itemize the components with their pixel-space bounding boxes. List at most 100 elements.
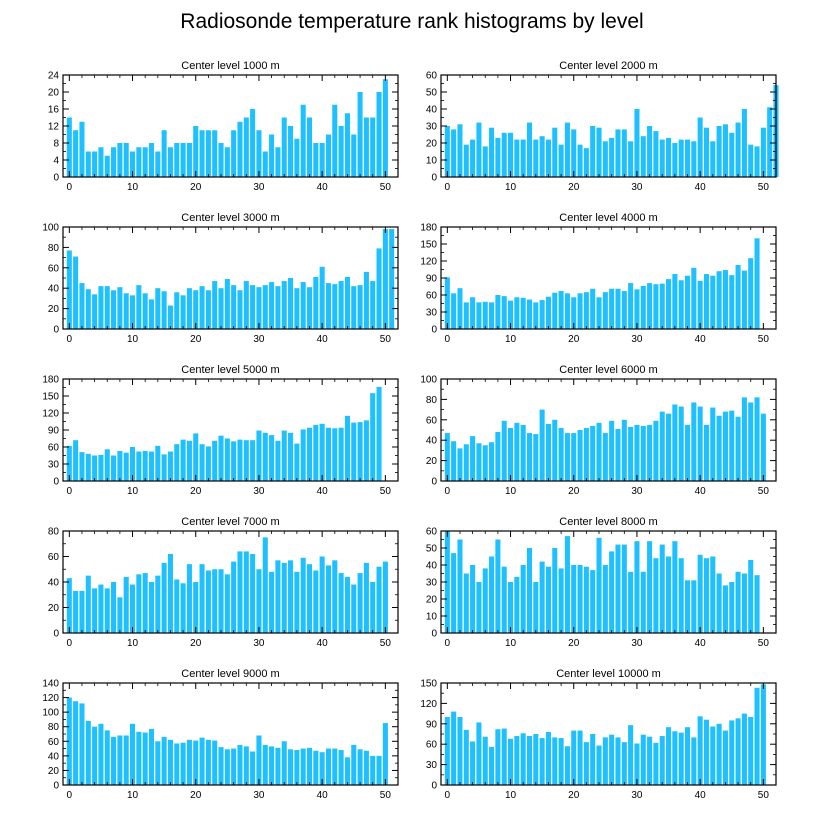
histogram-bar (363, 420, 369, 481)
histogram-bar (199, 286, 205, 329)
x-tick-label: 10 (127, 790, 139, 801)
histogram-bar (748, 258, 754, 329)
histogram-bar (205, 739, 211, 785)
histogram-bar (313, 570, 319, 633)
histogram-bar (703, 274, 709, 329)
histogram-bar (539, 300, 545, 329)
histogram-bar (231, 285, 237, 329)
y-tick-label: 16 (48, 105, 60, 116)
histogram-bar (628, 141, 634, 177)
histogram-bar (754, 575, 760, 633)
histogram-bar (628, 283, 634, 329)
y-tick-label: 40 (48, 751, 60, 762)
histogram-bar (571, 433, 577, 481)
histogram-bar (357, 285, 363, 329)
histogram-bar (659, 139, 665, 177)
histogram-bar (269, 435, 275, 481)
y-tick-label: 40 (426, 561, 438, 572)
histogram-bar (741, 573, 747, 633)
histogram-bar (520, 424, 526, 481)
x-tick-label: 0 (445, 638, 451, 649)
histogram-bar (205, 446, 211, 481)
y-tick-label: 40 (426, 105, 438, 116)
histogram-bar (716, 415, 722, 481)
histogram-bar (545, 296, 551, 329)
histogram-bar (697, 406, 703, 481)
y-tick-label: 0 (431, 477, 437, 488)
histogram-bar (489, 442, 495, 481)
histogram-bar (376, 755, 382, 785)
histogram-bar (609, 551, 615, 633)
histogram-bar (722, 585, 728, 633)
histogram-bar (571, 129, 577, 177)
histogram-bar (351, 584, 357, 633)
histogram-bar (142, 147, 148, 177)
y-tick-label: 120 (42, 409, 59, 420)
histogram-bar (66, 578, 72, 633)
histogram-bar (262, 285, 268, 329)
histogram-bar (609, 420, 615, 481)
histogram-bar (338, 281, 344, 329)
histogram-bar (224, 438, 230, 481)
histogram-bar (332, 428, 338, 481)
histogram-bar (325, 565, 331, 633)
histogram-bar (526, 736, 533, 785)
histogram-bar (653, 742, 659, 785)
x-tick-label: 20 (190, 182, 202, 193)
histogram-bar (376, 566, 382, 633)
y-tick-label: 180 (420, 223, 437, 234)
histogram-bar (451, 293, 457, 329)
y-tick-label: 60 (426, 71, 438, 82)
histogram-bar (218, 143, 224, 177)
histogram-bar (470, 297, 476, 329)
histogram-bar (457, 717, 463, 785)
histogram-bar (167, 147, 173, 177)
histogram-bar (111, 290, 117, 329)
histogram-bar (180, 295, 186, 329)
histogram-bar (640, 425, 646, 481)
histogram-bar (653, 558, 659, 633)
histogram-bar (382, 79, 388, 177)
histogram-bar (224, 574, 230, 633)
histogram-bar (596, 745, 602, 785)
histogram-bar (288, 126, 294, 177)
x-tick-label: 50 (758, 790, 770, 801)
histogram-bar (735, 571, 741, 633)
histogram-bar (647, 424, 653, 481)
histogram-bar (243, 281, 249, 329)
histogram-bar (338, 573, 344, 633)
histogram-bar (294, 443, 300, 481)
histogram-bar (558, 291, 564, 329)
histogram-bar (697, 554, 703, 633)
y-tick-label: 150 (42, 392, 59, 403)
histogram-bar (332, 104, 338, 177)
y-tick-label: 60 (426, 527, 438, 538)
histogram-bar (319, 423, 325, 481)
histogram-bar (275, 560, 281, 633)
histogram-bar (703, 424, 709, 481)
y-tick-label: 20 (48, 766, 60, 777)
histogram-bar (640, 734, 646, 785)
histogram-bar (514, 422, 520, 481)
y-tick-label: 60 (426, 291, 438, 302)
histogram-bar (288, 560, 294, 633)
histogram-bar (338, 750, 344, 785)
histogram-bar (748, 144, 754, 177)
histogram-bar (703, 558, 709, 633)
histogram-bar (73, 440, 79, 481)
histogram-bar (155, 575, 161, 634)
histogram-bar (250, 440, 256, 481)
histogram-bar (142, 732, 148, 785)
histogram-bar (653, 131, 659, 177)
y-tick-label: 120 (42, 693, 59, 704)
histogram-bar (533, 302, 539, 329)
panel-title: Center level 9000 m (181, 668, 279, 680)
histogram-bar (218, 288, 224, 329)
histogram-bar (495, 729, 501, 785)
histogram-bar (508, 427, 514, 481)
x-tick-label: 10 (127, 182, 139, 193)
histogram-bar (300, 282, 306, 329)
histogram-bar (325, 748, 331, 785)
histogram-bar (609, 734, 615, 785)
histogram-bar (250, 553, 256, 633)
